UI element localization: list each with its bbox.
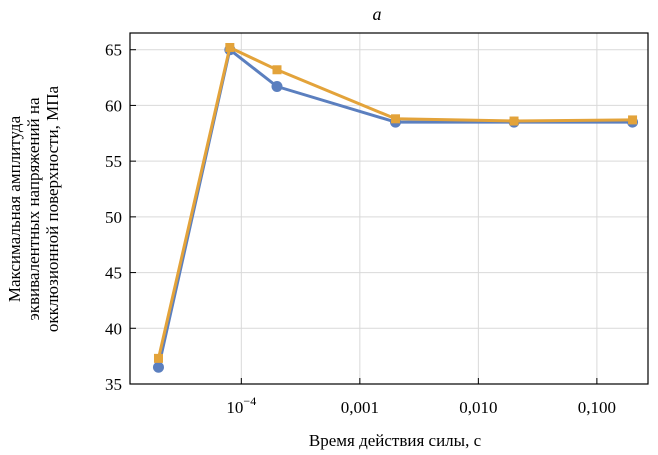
x-tick-exponent: −4 bbox=[243, 394, 256, 408]
data-point bbox=[153, 353, 163, 363]
y-tick-label: 50 bbox=[105, 208, 122, 227]
x-tick-label: 0,001 bbox=[341, 398, 379, 417]
panel-letter: а bbox=[373, 4, 382, 24]
data-point bbox=[225, 42, 235, 52]
data-point bbox=[272, 65, 282, 75]
y-tick-label: 55 bbox=[105, 152, 122, 171]
y-axis-title-line: эквивалентных напряжений на bbox=[24, 97, 43, 321]
plot-frame bbox=[129, 32, 649, 385]
ticks: 35 40 45 50 55 60 65 10−4 0,001 0,010 0,100 bbox=[105, 41, 616, 417]
y-tick-label: 35 bbox=[105, 375, 122, 394]
series-layer bbox=[152, 42, 639, 373]
x-tick-label: 0,010 bbox=[459, 398, 497, 417]
data-point bbox=[391, 114, 401, 124]
data-point bbox=[509, 116, 519, 126]
data-point bbox=[152, 361, 164, 373]
series-2 bbox=[153, 42, 638, 363]
grid bbox=[130, 33, 648, 384]
y-axis-title-line: Максимальная амплитуда bbox=[5, 115, 24, 302]
x-tick-label: 10−4 bbox=[226, 394, 256, 417]
data-point bbox=[271, 80, 283, 92]
y-axis-title-line: окклюзионной поверхности, МПа bbox=[43, 85, 62, 332]
data-point bbox=[628, 115, 638, 125]
y-tick-label: 65 bbox=[105, 41, 122, 60]
x-tick-base: 10 bbox=[226, 398, 243, 417]
series-1 bbox=[152, 44, 639, 373]
y-tick-label: 45 bbox=[105, 264, 122, 283]
y-axis-title-text: Максимальная амплитудаэквивалентных напр… bbox=[5, 85, 62, 332]
y-tick-label: 60 bbox=[105, 96, 122, 115]
y-tick-label: 40 bbox=[105, 319, 122, 338]
series-2-line bbox=[157, 46, 633, 359]
x-tick-label: 0,100 bbox=[578, 398, 616, 417]
series-1-line bbox=[157, 48, 633, 368]
x-axis-title: Время действия силы, с bbox=[309, 431, 482, 450]
y-axis-title: Максимальная амплитудаэквивалентных напр… bbox=[5, 85, 62, 332]
